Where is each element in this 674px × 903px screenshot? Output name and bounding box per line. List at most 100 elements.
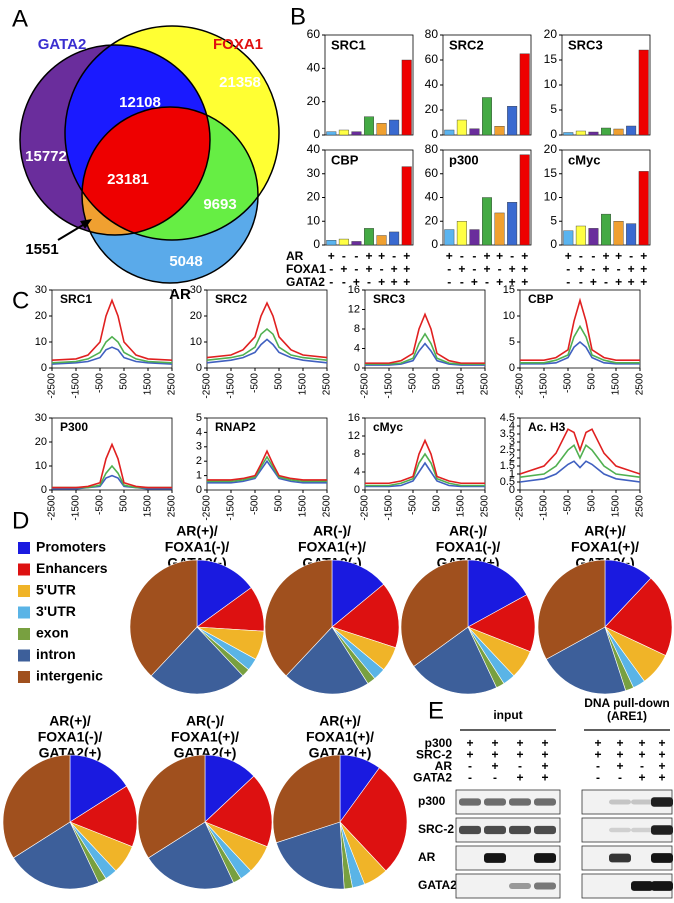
group-title: input (493, 708, 522, 722)
bar-chart: 0 5 10 15 20 cMyc (544, 142, 651, 251)
legend-label: intron (36, 646, 76, 662)
x-tick-label: 2500 (635, 495, 646, 518)
y-tick-label: 2 (196, 455, 202, 467)
bar (575, 130, 586, 136)
condition-sign: + (628, 275, 635, 289)
plot-frame (519, 289, 641, 369)
chart-title: SRC3 (373, 292, 405, 306)
venn-outline (64, 25, 280, 241)
bar (326, 131, 337, 136)
y-tick-label: 20 (544, 142, 558, 156)
condition-sign: + (403, 275, 410, 289)
pie-slice (69, 754, 127, 823)
y-tick-label: 60 (425, 52, 439, 66)
condition-sign: + (471, 275, 478, 289)
y-tick-label: 3 (509, 436, 515, 448)
x-tick-label: 1500 (611, 373, 622, 396)
blot-band (651, 825, 673, 835)
x-tick-label: 2500 (480, 373, 491, 396)
pie-title: FOXA1(+)/ (298, 539, 366, 555)
chart-title: cMyc (568, 152, 601, 167)
condition-sign: - (468, 759, 472, 773)
condition-sign: - (342, 275, 346, 289)
x-tick-label: 500 (274, 373, 285, 390)
profile-line (365, 312, 485, 364)
condition-sign: - (329, 275, 333, 289)
set-label: AR (169, 286, 191, 303)
condition-sign: - (472, 249, 476, 263)
condition-sign: + (541, 759, 548, 773)
venn-clip (82, 107, 210, 235)
blot-band (484, 798, 506, 806)
pie-slice (272, 754, 341, 844)
y-tick-label: 20 (35, 310, 47, 322)
pie-chart: AR(+)/FOXA1(-)/GATA2(-) (129, 523, 265, 695)
x-tick-label: -1500 (226, 373, 237, 399)
profile-chart: 0 5 10 15 -2500 -1500 -500 500 1500 2500 CBP (503, 284, 646, 399)
x-tick-label: 1500 (298, 373, 309, 396)
condition-sign: + (391, 262, 398, 276)
condition-sign: + (594, 736, 601, 750)
blot-band (631, 827, 653, 833)
y-tick-label: 60 (307, 27, 321, 41)
chart-title: SRC2 (215, 292, 247, 306)
x-tick-label: -1500 (539, 373, 550, 399)
y-tick-label: 20 (190, 310, 202, 322)
bar (601, 127, 611, 136)
y-tick-label: 40 (425, 190, 439, 204)
x-tick-label: 500 (119, 373, 130, 390)
profile-line (365, 342, 485, 366)
y-tick-label: 2 (509, 452, 515, 464)
condition-sign: + (640, 249, 647, 263)
pie-title: FOXA1(+)/ (571, 539, 639, 555)
y-tick-label: 0 (354, 484, 360, 496)
condition-sign: + (466, 736, 473, 750)
x-tick-label: -2500 (47, 373, 58, 399)
y-tick-label: 80 (425, 27, 439, 41)
legend-label: Promoters (36, 539, 106, 555)
pie-title: AR(-)/ (186, 713, 224, 729)
x-tick-label: -500 (95, 373, 106, 393)
y-tick-label: 8 (354, 448, 360, 460)
condition-sign: + (565, 249, 572, 263)
profile-line (520, 340, 640, 365)
condition-sign: - (566, 275, 570, 289)
condition-sign: + (446, 249, 453, 263)
pie-slice (467, 594, 536, 653)
condition-sign: + (640, 275, 647, 289)
bar (626, 223, 637, 246)
venn-outline (81, 106, 259, 284)
chart-title: CBP (528, 292, 553, 306)
condition-sign: - (617, 262, 621, 276)
x-tick-label: 500 (119, 495, 130, 512)
bar (563, 132, 574, 136)
chart-title: SRC3 (568, 37, 603, 52)
condition-sign: + (602, 262, 609, 276)
y-tick-label: 4 (354, 342, 360, 354)
x-tick-label: 500 (587, 495, 598, 512)
bar-chart: 0 20 40 60 SRC1 (307, 27, 414, 141)
y-tick-label: 1 (509, 468, 515, 480)
pie-slice (537, 559, 606, 660)
x-tick-label: 500 (587, 373, 598, 390)
y-tick-label: 0 (550, 127, 557, 141)
legend-swatch (18, 563, 30, 576)
blot-band (484, 825, 506, 835)
condition-sign: + (328, 249, 335, 263)
bar (389, 231, 400, 246)
y-tick-label: 10 (35, 336, 47, 348)
y-tick-label: 0 (196, 484, 202, 496)
chart-title: cMyc (373, 420, 403, 434)
chart-title: RNAP2 (215, 420, 256, 434)
condition-sign: - (596, 759, 600, 773)
x-tick-label: -2500 (360, 495, 371, 521)
y-tick-label: 4.5 (500, 412, 515, 424)
y-tick-label: 12 (348, 303, 360, 315)
blot-label: SRC-2 (418, 822, 454, 836)
condition-sign: + (491, 759, 498, 773)
bar (638, 171, 649, 246)
bar (482, 197, 492, 246)
y-tick-label: 40 (425, 77, 439, 91)
pie-title: FOXA1(-)/ (38, 729, 103, 745)
x-tick-label: -1500 (384, 373, 395, 399)
